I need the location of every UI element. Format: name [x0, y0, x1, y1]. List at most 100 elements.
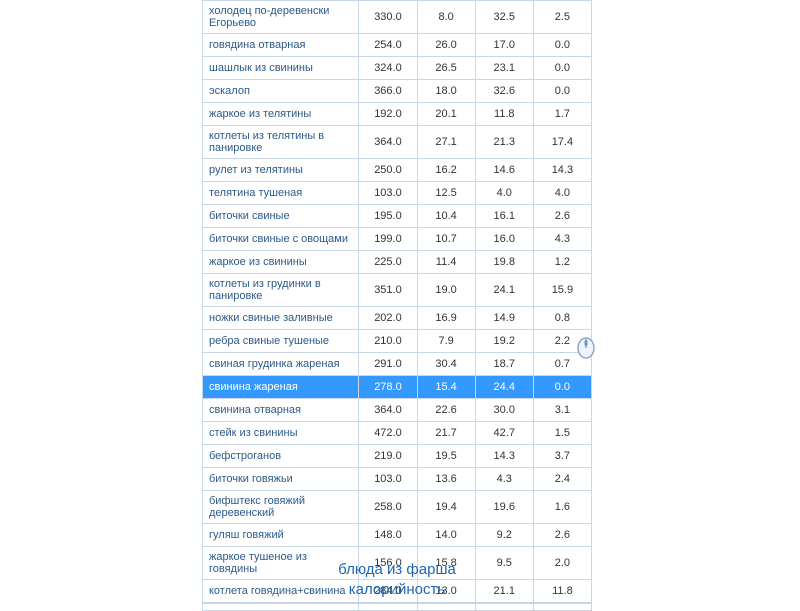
value-cell: 16.1 [475, 205, 533, 228]
value-cell: 8.0 [417, 1, 475, 34]
empty-cell [533, 604, 591, 611]
value-cell: 472.0 [359, 422, 417, 445]
value-cell: 14.9 [475, 307, 533, 330]
dish-name-cell: ребра свиные тушеные [203, 330, 359, 353]
table-row[interactable]: жаркое из свинины225.011.419.81.2 [203, 251, 592, 274]
value-cell: 0.0 [533, 57, 591, 80]
table-row[interactable]: стейк из свинины472.021.742.71.5 [203, 422, 592, 445]
table-row[interactable]: биточки свиные195.010.416.12.6 [203, 205, 592, 228]
value-cell: 0.7 [533, 353, 591, 376]
dish-name-cell: свиная грудинка жареная [203, 353, 359, 376]
value-cell: 17.0 [475, 34, 533, 57]
value-cell: 10.4 [417, 205, 475, 228]
table-row[interactable]: ребра свиные тушеные210.07.919.22.2 [203, 330, 592, 353]
table-row[interactable]: шашлык из свинины324.026.523.10.0 [203, 57, 592, 80]
value-cell: 14.6 [475, 159, 533, 182]
value-cell: 324.0 [359, 57, 417, 80]
dish-name-cell: жаркое из свинины [203, 251, 359, 274]
dish-name-cell: котлеты из грудинки в панировке [203, 274, 359, 307]
table-row[interactable]: свинина отварная364.022.630.03.1 [203, 399, 592, 422]
value-cell: 14.3 [475, 445, 533, 468]
value-cell: 27.1 [417, 126, 475, 159]
nutrition-table: холодец по-деревенски Егорьево330.08.032… [202, 0, 592, 603]
value-cell: 17.4 [533, 126, 591, 159]
section-title-line2: калорийность [349, 581, 445, 598]
table-row[interactable]: биточки свиные с овощами199.010.716.04.3 [203, 228, 592, 251]
value-cell: 21.7 [417, 422, 475, 445]
table-row[interactable]: телятина тушеная103.012.54.04.0 [203, 182, 592, 205]
table-row[interactable]: эскалоп366.018.032.60.0 [203, 80, 592, 103]
value-cell: 3.1 [533, 399, 591, 422]
value-cell: 291.0 [359, 353, 417, 376]
dish-name-cell: гуляш говяжий [203, 524, 359, 547]
value-cell: 330.0 [359, 1, 417, 34]
table-row[interactable]: бефстроганов219.019.514.33.7 [203, 445, 592, 468]
value-cell: 0.0 [533, 34, 591, 57]
dish-name-cell: свинина отварная [203, 399, 359, 422]
value-cell: 199.0 [359, 228, 417, 251]
table-row[interactable]: холодец по-деревенски Егорьево330.08.032… [203, 1, 592, 34]
value-cell: 19.5 [417, 445, 475, 468]
dish-name-cell: рулет из телятины [203, 159, 359, 182]
value-cell: 254.0 [359, 34, 417, 57]
value-cell: 1.6 [533, 491, 591, 524]
value-cell: 30.0 [475, 399, 533, 422]
table-row[interactable]: котлеты из телятины в панировке364.027.1… [203, 126, 592, 159]
table-row[interactable]: свиная грудинка жареная291.030.418.70.7 [203, 353, 592, 376]
value-cell: 20.1 [417, 103, 475, 126]
value-cell: 18.7 [475, 353, 533, 376]
value-cell: 2.4 [533, 468, 591, 491]
table-row[interactable]: жаркое из телятины192.020.111.81.7 [203, 103, 592, 126]
value-cell: 0.0 [533, 376, 591, 399]
value-cell: 16.2 [417, 159, 475, 182]
table-row[interactable]: ножки свиные заливные202.016.914.90.8 [203, 307, 592, 330]
value-cell: 9.2 [475, 524, 533, 547]
dish-name-cell: котлеты из телятины в панировке [203, 126, 359, 159]
value-cell: 250.0 [359, 159, 417, 182]
value-cell: 2.6 [533, 205, 591, 228]
value-cell: 0.0 [533, 80, 591, 103]
value-cell: 1.2 [533, 251, 591, 274]
dish-name-cell: бефстроганов [203, 445, 359, 468]
value-cell: 4.3 [533, 228, 591, 251]
dish-name-cell: холодец по-деревенски Егорьево [203, 1, 359, 34]
value-cell: 26.0 [417, 34, 475, 57]
value-cell: 18.0 [417, 80, 475, 103]
section-title: блюда из фарша калорийность [202, 560, 592, 599]
value-cell: 10.7 [417, 228, 475, 251]
dish-name-cell: стейк из свинины [203, 422, 359, 445]
value-cell: 219.0 [359, 445, 417, 468]
dish-name-cell: эскалоп [203, 80, 359, 103]
value-cell: 148.0 [359, 524, 417, 547]
empty-cell [475, 604, 533, 611]
value-cell: 351.0 [359, 274, 417, 307]
value-cell: 225.0 [359, 251, 417, 274]
dish-name-cell: шашлык из свинины [203, 57, 359, 80]
table-row[interactable]: котлеты из грудинки в панировке351.019.0… [203, 274, 592, 307]
value-cell: 364.0 [359, 126, 417, 159]
value-cell: 19.8 [475, 251, 533, 274]
value-cell: 11.8 [475, 103, 533, 126]
value-cell: 19.2 [475, 330, 533, 353]
table-row[interactable]: говядина отварная254.026.017.00.0 [203, 34, 592, 57]
table-row[interactable]: свинина жареная278.015.424.40.0 [203, 376, 592, 399]
table-row[interactable]: бифштекс говяжий деревенский258.019.419.… [203, 491, 592, 524]
value-cell: 15.9 [533, 274, 591, 307]
table-row[interactable]: гуляш говяжий148.014.09.22.6 [203, 524, 592, 547]
value-cell: 21.3 [475, 126, 533, 159]
value-cell: 15.4 [417, 376, 475, 399]
value-cell: 210.0 [359, 330, 417, 353]
dish-name-cell: свинина жареная [203, 376, 359, 399]
value-cell: 26.5 [417, 57, 475, 80]
dish-name-cell: биточки свиные [203, 205, 359, 228]
value-cell: 1.5 [533, 422, 591, 445]
value-cell: 366.0 [359, 80, 417, 103]
table-row[interactable]: биточки говяжьи103.013.64.32.4 [203, 468, 592, 491]
table-row[interactable]: рулет из телятины250.016.214.614.3 [203, 159, 592, 182]
value-cell: 202.0 [359, 307, 417, 330]
value-cell: 24.1 [475, 274, 533, 307]
dish-name-cell: ножки свиные заливные [203, 307, 359, 330]
value-cell: 32.6 [475, 80, 533, 103]
value-cell: 4.0 [475, 182, 533, 205]
value-cell: 7.9 [417, 330, 475, 353]
